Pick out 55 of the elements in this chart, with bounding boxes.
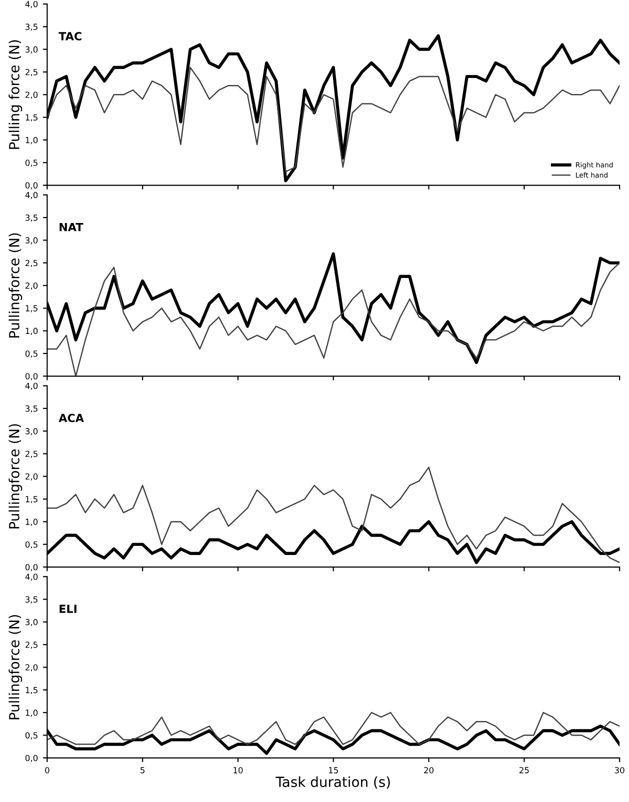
y-tick-label: 2,0 [26, 92, 38, 99]
y-tick-label: 3,5 [26, 24, 38, 31]
y-tick-label: 3,5 [26, 405, 38, 413]
y-tick-label: 1,5 [26, 114, 38, 122]
y-tick-label: 2,0 [26, 664, 38, 672]
y-tick-label: 4,0 [25, 574, 38, 581]
y-tick-label: 2,5 [26, 260, 38, 267]
y-tick-label: 1,5 [26, 687, 38, 694]
x-tick-label: 10 [234, 767, 243, 774]
y-tick-label: 2,0 [26, 282, 38, 290]
text: TAC [58, 32, 82, 40]
text: NAT [60, 223, 84, 232]
y-tick-label: 1,0 [26, 518, 38, 526]
y-tick-label: 2,5 [26, 450, 38, 458]
x-tick-label: 0 [45, 767, 50, 774]
text: ACA [58, 414, 84, 422]
y-tick-label: 2,5 [26, 642, 38, 649]
y-tick-label: 1,0 [26, 136, 38, 144]
y-tick-label: 3,5 [26, 214, 38, 222]
x-axis-title: Task duration (s) [276, 776, 390, 789]
y-tick-label: 0,0 [25, 373, 38, 380]
x-tick-label: 30 [614, 767, 624, 774]
y-tick-label: 3,0 [26, 237, 38, 244]
x-tick-label: 5 [140, 767, 144, 774]
x-tick-label: 25 [519, 767, 529, 774]
y-tick-label: 0,5 [25, 732, 38, 740]
y-tick-label: 1,5 [26, 305, 38, 312]
y-axis-title: Pullingforce (N) [8, 615, 22, 720]
y-tick-label: 0,0 [25, 754, 38, 762]
y-tick-label: 1,0 [26, 328, 38, 335]
y-axis-title: Pullingforce (N) [8, 233, 22, 338]
y-tick-label: 0,5 [25, 160, 38, 167]
y-tick-label: 1,5 [26, 496, 38, 504]
y-axis-title: Pulling force (N) [8, 40, 22, 149]
y-tick-label: 0,5 [25, 350, 38, 358]
line-series [47, 466, 620, 564]
y-tick-label: 2,0 [26, 473, 38, 481]
text: ELI [60, 604, 76, 613]
y-tick-label: 4,0 [25, 192, 38, 200]
x-tick-label: 15 [328, 767, 338, 774]
y-tick-label: 3,0 [26, 618, 38, 626]
line-series [47, 66, 620, 172]
y-tick-label: 0,0 [25, 182, 38, 190]
y-tick-label: 2,5 [26, 68, 38, 76]
y-tick-label: 4,0 [25, 382, 38, 390]
line-series [47, 712, 620, 745]
y-tick-label: 0,0 [25, 564, 38, 572]
y-tick-label: 3,0 [26, 46, 38, 54]
y-tick-label: 0,5 [25, 541, 38, 548]
y-tick-label: 3,0 [26, 428, 38, 436]
x-tick-label: 20 [424, 767, 434, 774]
y-tick-label: 3,5 [26, 596, 38, 604]
y-axis-title: Pullingforce (N) [8, 424, 22, 528]
y-tick-label: 1,0 [26, 710, 38, 717]
y-tick-label: 4,0 [25, 0, 38, 8]
